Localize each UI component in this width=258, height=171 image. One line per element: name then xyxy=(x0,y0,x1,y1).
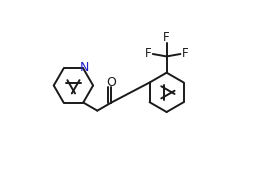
Text: N: N xyxy=(80,61,89,74)
Text: O: O xyxy=(107,76,116,89)
Text: F: F xyxy=(145,48,152,61)
Text: F: F xyxy=(163,31,170,44)
Text: F: F xyxy=(181,48,188,61)
